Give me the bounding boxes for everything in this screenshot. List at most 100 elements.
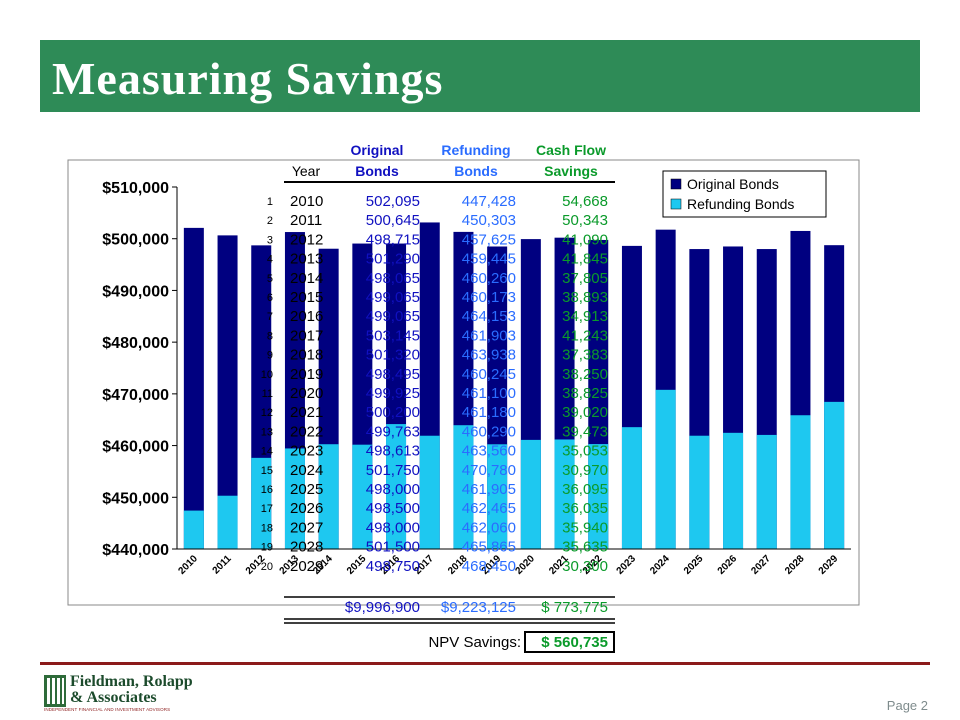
- total-savings: $ 773,775: [541, 599, 608, 616]
- row-number: 1: [267, 196, 273, 208]
- bar-refunding-bonds: [487, 444, 508, 549]
- y-tick-label: $450,000: [102, 490, 169, 507]
- legend-swatch: [670, 198, 682, 210]
- row-savings: 35,940: [562, 519, 608, 536]
- bar-refunding-bonds: [790, 415, 811, 549]
- page-title: Measuring Savings: [52, 53, 444, 104]
- row-original: 500,200: [366, 404, 420, 421]
- row-original: 498,065: [366, 270, 420, 287]
- total-refunding: $9,223,125: [441, 599, 516, 616]
- row-year: 2026: [290, 500, 323, 517]
- row-savings: 38,893: [562, 289, 608, 306]
- row-year: 2023: [290, 443, 323, 460]
- row-refunding: 460,260: [462, 270, 516, 287]
- row-refunding: 450,303: [462, 212, 516, 229]
- row-year: 2012: [290, 231, 323, 248]
- row-year: 2019: [290, 366, 323, 383]
- row-year: 2010: [290, 193, 323, 210]
- logo-name-line2: & Associates: [70, 689, 157, 706]
- row-refunding: 465,865: [462, 539, 516, 556]
- row-original: 498,000: [366, 481, 420, 498]
- bar-refunding-bonds: [217, 495, 238, 549]
- row-number: 11: [262, 388, 273, 400]
- row-savings: 39,473: [562, 423, 608, 440]
- row-number: 20: [261, 561, 273, 573]
- table-header: Original: [351, 142, 404, 158]
- bar-refunding-bonds: [588, 444, 609, 549]
- row-savings: 38,250: [562, 366, 608, 383]
- row-refunding: 461,180: [462, 404, 516, 421]
- row-original: 501,750: [366, 462, 420, 479]
- legend-label: Refunding Bonds: [687, 196, 794, 212]
- row-year: 2020: [290, 385, 323, 402]
- row-number: 4: [267, 254, 273, 266]
- bar-refunding-bonds: [723, 432, 744, 549]
- bar-refunding-bonds: [756, 434, 777, 549]
- table-header: Refunding: [441, 142, 510, 158]
- row-number: 14: [261, 446, 273, 458]
- y-tick-label: $480,000: [102, 335, 169, 352]
- row-year: 2015: [290, 289, 323, 306]
- bar-refunding-bonds: [251, 457, 272, 549]
- row-original: 501,290: [366, 251, 420, 268]
- row-original: 498,000: [366, 519, 420, 536]
- legend-label: Original Bonds: [687, 176, 779, 192]
- table-header: Bonds: [355, 163, 399, 179]
- row-savings: 36,095: [562, 481, 608, 498]
- y-tick-label: $510,000: [102, 180, 169, 197]
- bars-layer: [183, 222, 845, 550]
- row-original: 498,750: [366, 558, 420, 575]
- bar-refunding-bonds: [824, 401, 845, 549]
- table-header: Bonds: [454, 163, 498, 179]
- row-refunding: 460,245: [462, 366, 516, 383]
- row-savings: 30,300: [562, 558, 608, 575]
- table-header: Cash Flow: [536, 142, 606, 158]
- row-savings: 41,090: [562, 231, 608, 248]
- bar-refunding-bonds: [318, 444, 339, 549]
- row-year: 2024: [290, 462, 323, 479]
- legend: Original Bonds Refunding Bonds: [662, 170, 827, 218]
- row-original: 499,065: [366, 289, 420, 306]
- row-year: 2021: [290, 404, 323, 421]
- row-original: 498,613: [366, 443, 420, 460]
- row-year: 2014: [290, 270, 323, 287]
- bar-refunding-bonds: [453, 425, 474, 549]
- row-savings: 34,913: [562, 308, 608, 325]
- row-number: 3: [267, 234, 273, 246]
- row-original: 503,145: [366, 327, 420, 344]
- row-number: 18: [261, 522, 273, 534]
- row-savings: 35,635: [562, 539, 608, 556]
- bar-refunding-bonds: [419, 435, 440, 549]
- row-year: 2011: [290, 212, 322, 229]
- row-year: 2016: [290, 308, 323, 325]
- row-refunding: 447,428: [462, 193, 516, 210]
- bond-table: Original Bonds Refunding Bonds Cash Flow Savi…: [261, 142, 615, 653]
- bar-refunding-bonds: [621, 427, 642, 549]
- row-number: 7: [267, 311, 273, 323]
- bar-refunding-bonds: [352, 444, 373, 549]
- y-tick-label: $470,000: [102, 387, 169, 404]
- row-year: 2018: [290, 347, 323, 364]
- row-year: 2028: [290, 539, 323, 556]
- y-tick-label: $460,000: [102, 439, 169, 456]
- row-original: 498,500: [366, 500, 420, 517]
- row-number: 15: [261, 465, 273, 477]
- row-savings: 41,243: [562, 327, 608, 344]
- row-year: 2017: [290, 327, 323, 344]
- bar-refunding-bonds: [554, 439, 575, 549]
- row-number: 12: [261, 407, 273, 419]
- footer-divider: [40, 662, 930, 665]
- y-tick-label: $500,000: [102, 232, 169, 249]
- row-number: 2: [267, 215, 273, 227]
- row-original: 501,320: [366, 347, 420, 364]
- npv-value: $ 560,735: [541, 634, 608, 651]
- row-year: 2013: [290, 251, 323, 268]
- row-number: 10: [261, 369, 273, 381]
- row-year: 2025: [290, 481, 323, 498]
- row-number: 19: [261, 542, 273, 554]
- page-number: Page 2: [886, 698, 928, 713]
- row-year: 2027: [290, 519, 323, 536]
- row-refunding: 457,625: [462, 231, 516, 248]
- legend-swatch: [670, 178, 682, 190]
- row-refunding: 460,290: [462, 423, 516, 440]
